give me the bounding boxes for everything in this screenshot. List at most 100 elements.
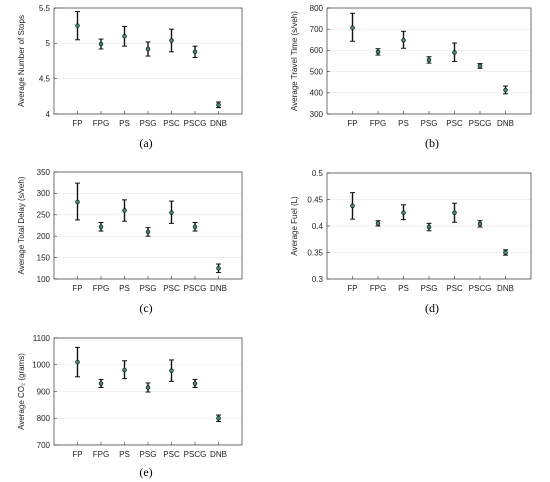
axes-frame [53, 171, 243, 280]
x-tick-label: FPG [370, 284, 386, 293]
panel-label: (d) [425, 301, 439, 315]
y-tick-label: 1100 [33, 334, 51, 343]
x-tick-label: PS [119, 119, 130, 128]
mean-point [98, 224, 104, 230]
x-tick-label: DNB [210, 284, 227, 293]
mean-point [145, 385, 151, 390]
mean-point [169, 210, 174, 215]
chart-panel-2: 300 400 500 600 700 800 FP FPG PS PSG PSC PSCG DNB Av… [290, 4, 532, 150]
x-tick-label: FPG [93, 284, 109, 293]
mean-point [98, 41, 104, 47]
x-tick-label: PS [398, 119, 409, 128]
mean-point [122, 208, 127, 213]
x-tick-label: PSG [140, 119, 157, 128]
x-tick-label: PSC [163, 450, 180, 459]
y-tick-label: 800 [310, 4, 324, 13]
mean-point [503, 87, 508, 93]
mean-point [122, 367, 127, 373]
y-axis-label: Average Total Delay (s/veh) [17, 176, 26, 274]
mean-point [216, 416, 221, 421]
y-tick-label: 800 [37, 414, 51, 423]
y-tick-label: 700 [310, 25, 324, 34]
y-axis-label: Average Number of Stops [17, 15, 26, 107]
mean-point [192, 224, 198, 230]
y-tick-label: 4 [46, 110, 51, 119]
y-axis-label: Average CO₂ (grams) [17, 353, 26, 430]
x-tick-label: FPG [370, 119, 386, 128]
x-tick-label: FP [347, 119, 357, 128]
y-tick-label: 1000 [32, 361, 50, 370]
mean-point [477, 63, 483, 69]
x-tick-label: PSG [421, 284, 438, 293]
y-tick-label: 0.35 [307, 248, 323, 257]
y-tick-label: 5.5 [39, 4, 51, 13]
x-tick-label: PS [119, 284, 130, 293]
axes-frame [53, 7, 243, 115]
x-tick-label: DNB [497, 119, 514, 128]
x-tick-label: FPG [93, 450, 109, 459]
panel-label: (e) [139, 465, 152, 479]
x-tick-label: PSCG [469, 284, 492, 293]
x-tick-label: FP [72, 284, 82, 293]
mean-point [401, 210, 406, 216]
mean-point [503, 250, 508, 255]
mean-point [216, 102, 221, 108]
mean-point [426, 224, 432, 230]
y-tick-label: 250 [37, 211, 51, 220]
y-tick-label: 400 [310, 89, 324, 98]
mean-point [216, 266, 221, 271]
y-tick-label: 500 [310, 67, 324, 76]
x-tick-label: PSCG [184, 450, 207, 459]
chart-panel-4: 0.3 0.35 0.4 0.45 0.5 FP FPG PS PSG PSC PSCG DNB Ave… [290, 169, 532, 315]
mean-point [145, 229, 151, 235]
y-tick-label: 600 [310, 46, 324, 55]
x-tick-label: PSC [163, 119, 180, 128]
x-tick-label: PSG [140, 450, 157, 459]
mean-point [401, 37, 406, 43]
y-tick-label: 700 [37, 441, 51, 450]
mean-point [169, 38, 174, 43]
mean-point [350, 203, 355, 209]
mean-point [192, 49, 198, 55]
x-tick-label: PS [119, 450, 130, 459]
mean-point [192, 381, 198, 386]
x-tick-label: PSC [163, 284, 180, 293]
chart-panel-5: 700 800 900 1000 1100 FP FPG PS PSG PSC PSCG DNB Ave… [17, 334, 243, 479]
mean-point [75, 359, 80, 365]
mean-point [375, 221, 381, 226]
y-tick-label: 0.4 [312, 222, 324, 231]
chart-panel-1: 4 4.5 5 5.5 FP FPG PS PSG PSC PSCG DNB Average Numb… [17, 4, 243, 150]
mean-point [452, 50, 457, 55]
panel-label: (a) [139, 136, 152, 150]
mean-point [169, 368, 174, 373]
y-tick-label: 0.5 [312, 169, 324, 178]
x-tick-label: DNB [210, 450, 227, 459]
mean-point [75, 23, 80, 28]
x-tick-label: PSCG [184, 119, 207, 128]
x-tick-label: DNB [497, 284, 514, 293]
x-tick-label: DNB [210, 119, 227, 128]
mean-point [98, 381, 104, 386]
mean-point [145, 46, 151, 52]
x-tick-label: FP [72, 119, 82, 128]
y-tick-label: 4.5 [39, 74, 51, 83]
mean-point [375, 49, 381, 55]
y-axis-label: Average Fuel (L) [290, 196, 299, 256]
x-tick-label: PSC [446, 119, 463, 128]
x-tick-label: PSG [421, 119, 438, 128]
y-tick-label: 5 [46, 39, 51, 48]
chart-panel-3: 100 150 200 250 300 350 FP FPG PS PSG PSC PSCG DNB Av… [17, 168, 243, 315]
y-tick-label: 300 [310, 110, 324, 119]
x-tick-label: PS [398, 284, 409, 293]
x-tick-label: PSCG [469, 119, 492, 128]
y-tick-label: 150 [37, 253, 51, 262]
mean-point [75, 199, 80, 205]
panel-label: (c) [139, 301, 152, 315]
y-axis-label: Average Travel Time (s/veh) [290, 11, 299, 111]
y-tick-label: 900 [37, 387, 51, 396]
y-tick-label: 100 [37, 275, 51, 284]
mean-point [350, 25, 355, 30]
x-tick-label: FP [72, 450, 82, 459]
y-tick-label: 0.3 [312, 275, 324, 284]
